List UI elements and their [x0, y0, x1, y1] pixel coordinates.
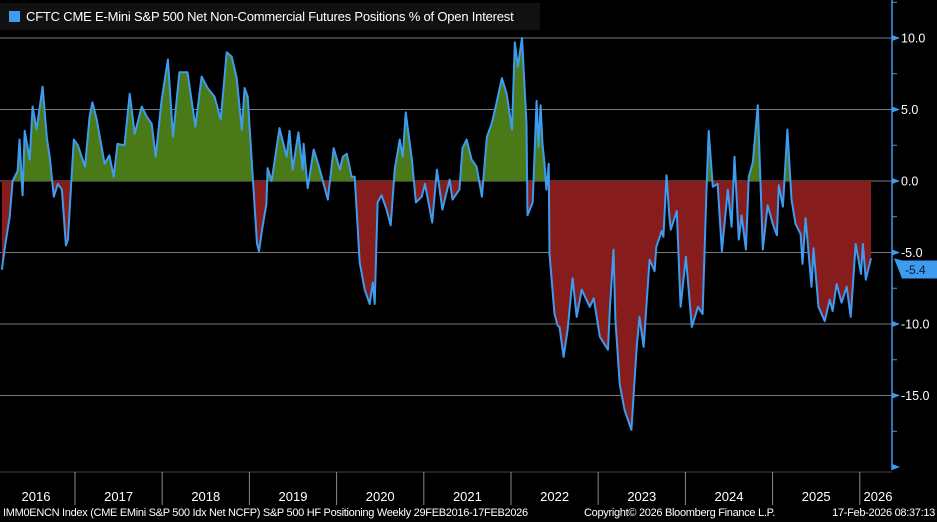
- y-tick-label: 10.0: [901, 32, 925, 46]
- x-tick-label: 2026: [864, 489, 893, 504]
- y-tick-label: -15.0: [901, 389, 930, 403]
- last-value-badge: -5.4: [894, 258, 937, 279]
- y-tick-label: 5.0: [901, 103, 918, 117]
- footer-timestamp: 17-Feb-2026 08:37:13: [832, 507, 935, 519]
- footer-description: IMM0ENCN Index (CME EMini S&P 500 Idx Ne…: [3, 507, 528, 519]
- gridlines: [0, 37, 892, 396]
- y-tick-marker: [892, 249, 900, 256]
- y-tick-label: 0.0: [901, 175, 918, 189]
- x-tick-label: 2022: [540, 489, 569, 504]
- y-tick-marker: [892, 178, 900, 184]
- x-tick-label: 2021: [453, 489, 482, 504]
- negative-area-fill: [1, 181, 871, 430]
- x-tick-label: 2017: [104, 489, 133, 504]
- y-tick-marker: [892, 321, 900, 327]
- y-tick-label: -5.0: [901, 246, 923, 260]
- y-axis: 10.0 5.0 0.0 -5.0 -10.0 -15.0: [891, 0, 930, 470]
- x-axis: 2016 2017 2018 2019 2020 2021 2022 2023 2024 2025…: [0, 471, 893, 505]
- x-tick-label: 2024: [715, 489, 744, 504]
- last-value-label: -5.4: [905, 263, 926, 277]
- y-tick-marker: [892, 392, 900, 399]
- y-tick-label: -10.0: [901, 318, 930, 332]
- x-tick-label: 2019: [279, 489, 308, 504]
- x-tick-label: 2020: [366, 489, 395, 504]
- x-tick-label: 2018: [191, 489, 220, 504]
- legend-label: CFTC CME E-Mini S&P 500 Net Non-Commerci…: [26, 9, 514, 24]
- legend-swatch: [9, 11, 20, 22]
- x-tick-label: 2016: [22, 489, 51, 504]
- positive-area-fill: [1, 38, 871, 181]
- last-value-badge-shape: [894, 258, 937, 279]
- legend: CFTC CME E-Mini S&P 500 Net Non-Commerci…: [0, 3, 540, 30]
- footer-copyright: Copyright© 2026 Bloomberg Finance L.P.: [584, 507, 775, 519]
- x-tick-label: 2025: [802, 489, 831, 504]
- y-tick-marker: [892, 35, 900, 41]
- x-tick-label: 2023: [627, 489, 656, 504]
- y-tick-marker: [892, 106, 900, 113]
- y-tick-marker: [892, 464, 900, 470]
- series-line: [0, 37, 872, 431]
